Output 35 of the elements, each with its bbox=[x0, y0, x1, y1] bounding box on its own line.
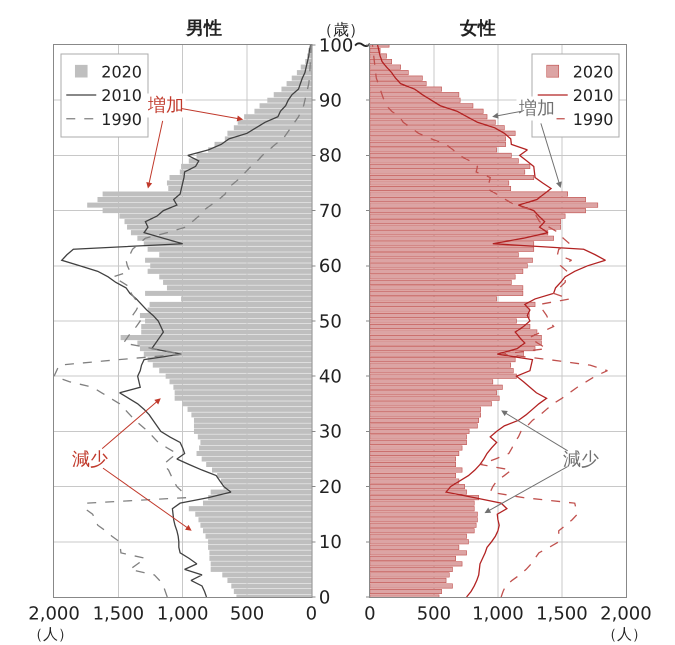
annotation: 減少 bbox=[72, 449, 108, 470]
y-tick-label: 60 bbox=[318, 256, 342, 278]
y-tick-label: 20 bbox=[318, 476, 342, 498]
chart-title: 男性 bbox=[185, 18, 222, 39]
y-tick-label: 50 bbox=[318, 311, 342, 332]
x-tick-label: 0 bbox=[364, 604, 376, 625]
annotation: 増加 bbox=[518, 98, 555, 119]
x-axis-title: （人） bbox=[602, 625, 647, 643]
legend-label: 2010 bbox=[572, 86, 614, 106]
legend-label: 2020 bbox=[572, 62, 614, 82]
x-tick-label: 1,000 bbox=[472, 604, 524, 625]
y-tick-label: 90 bbox=[318, 90, 342, 112]
annotation: 減少 bbox=[563, 449, 599, 470]
y-tick-label: 80 bbox=[318, 146, 342, 167]
y-axis-title: （歳） bbox=[317, 20, 365, 39]
x-tick-label: 500 bbox=[230, 604, 264, 625]
y-tick-label: 30 bbox=[318, 422, 342, 443]
x-tick-label: 2,000 bbox=[28, 604, 80, 625]
legend-label: 1990 bbox=[572, 110, 614, 130]
legend-label: 2020 bbox=[101, 62, 142, 82]
y-tick-label: 70 bbox=[318, 200, 342, 222]
legend-label: 1990 bbox=[101, 110, 142, 130]
x-tick-label: 1,500 bbox=[536, 604, 588, 625]
y-tick-label: 0 bbox=[318, 587, 330, 608]
annotation: 増加 bbox=[147, 95, 184, 116]
legend-label: 2010 bbox=[101, 86, 142, 106]
x-tick-label: 500 bbox=[416, 604, 452, 625]
x-tick-label: 2,000 bbox=[600, 604, 652, 625]
x-tick-label: 1,500 bbox=[92, 604, 144, 625]
chart-title: 女性 bbox=[459, 18, 496, 39]
x-axis-title: （人） bbox=[28, 625, 73, 643]
x-tick-label: 1,000 bbox=[156, 604, 208, 625]
y-tick-label: 10 bbox=[318, 532, 342, 554]
x-tick-label: 0 bbox=[306, 604, 318, 625]
y-tick-label: 40 bbox=[318, 366, 342, 388]
